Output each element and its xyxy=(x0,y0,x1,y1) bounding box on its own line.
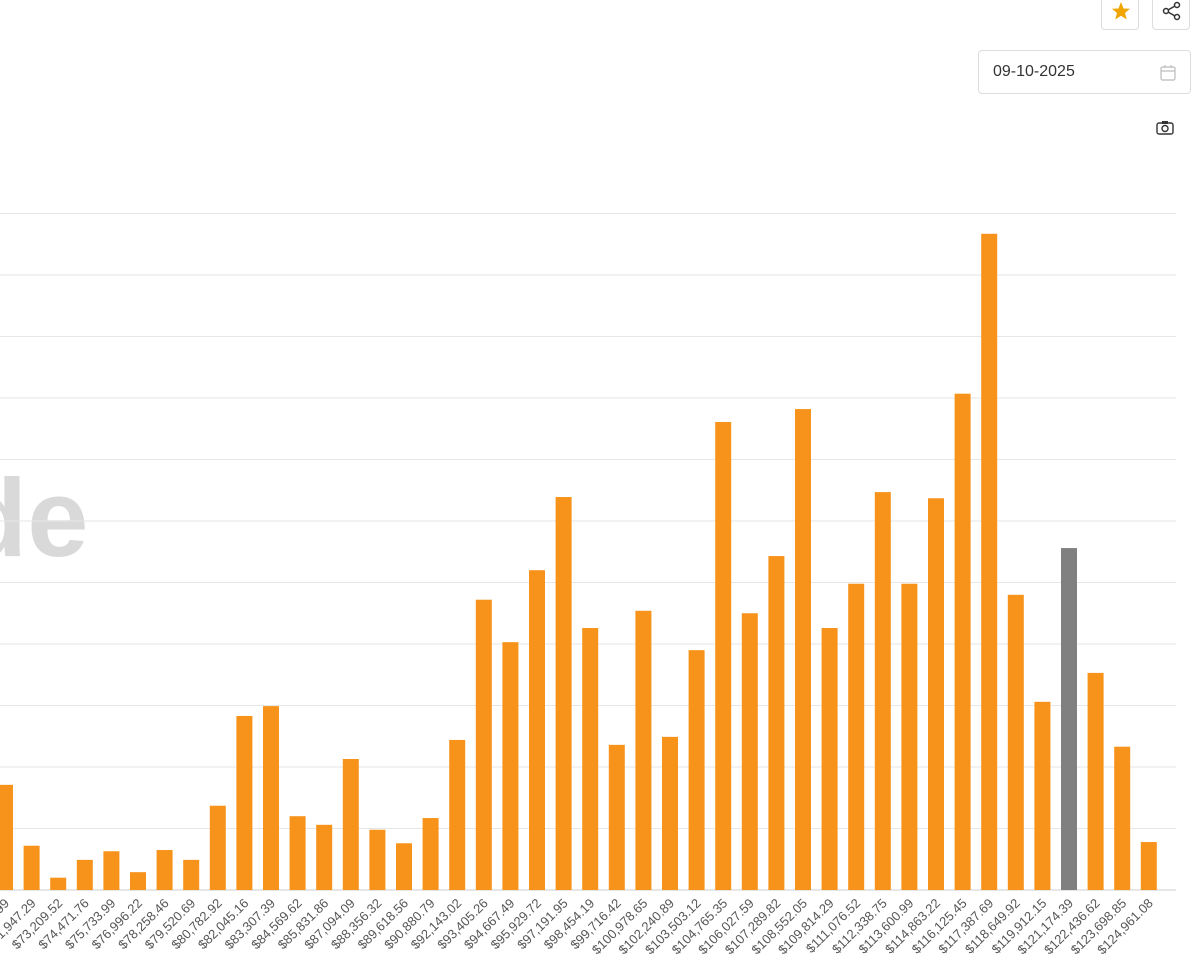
bar xyxy=(289,816,306,890)
calendar-icon xyxy=(1160,65,1176,81)
bar xyxy=(1140,842,1157,890)
bar xyxy=(1114,746,1131,890)
bar xyxy=(901,583,918,890)
bar xyxy=(821,628,838,890)
bar xyxy=(555,497,572,890)
bar xyxy=(1034,701,1051,890)
bar xyxy=(263,706,279,890)
bar xyxy=(795,409,811,890)
bar xyxy=(1087,672,1104,890)
bar xyxy=(502,642,519,890)
bar xyxy=(1061,548,1077,890)
bar xyxy=(954,393,971,890)
bar xyxy=(342,759,359,890)
bar xyxy=(635,610,652,890)
bar xyxy=(156,850,173,890)
bar xyxy=(741,613,758,890)
bar xyxy=(475,599,492,890)
camera-button[interactable] xyxy=(1155,119,1175,137)
bar xyxy=(183,859,200,890)
bar xyxy=(369,829,386,890)
bar xyxy=(50,877,67,890)
bar xyxy=(23,845,40,890)
bar xyxy=(316,824,333,890)
bar xyxy=(608,744,625,890)
watermark: de xyxy=(0,457,88,580)
bar xyxy=(1007,594,1024,890)
bar xyxy=(396,843,412,890)
bar xyxy=(662,736,678,890)
bar xyxy=(715,421,732,890)
favorite-button[interactable] xyxy=(1101,0,1139,30)
bar xyxy=(130,872,146,890)
bar xyxy=(928,498,944,890)
bar xyxy=(449,739,466,890)
bar xyxy=(874,492,891,890)
bar xyxy=(848,583,865,890)
bar xyxy=(688,650,705,890)
bar xyxy=(0,784,13,890)
date-input[interactable]: 09-10-2025 xyxy=(978,50,1191,94)
bar xyxy=(422,818,439,890)
share-button[interactable] xyxy=(1152,0,1190,30)
bar xyxy=(236,715,253,890)
bar xyxy=(209,805,226,890)
date-text: 09-10-2025 xyxy=(993,63,1075,80)
bar xyxy=(76,859,93,890)
bar xyxy=(529,570,545,890)
bar xyxy=(103,851,120,890)
bar xyxy=(768,556,785,890)
bar xyxy=(981,233,998,891)
bar xyxy=(582,628,599,890)
star-icon xyxy=(1112,2,1130,20)
share-icon xyxy=(1162,1,1181,21)
